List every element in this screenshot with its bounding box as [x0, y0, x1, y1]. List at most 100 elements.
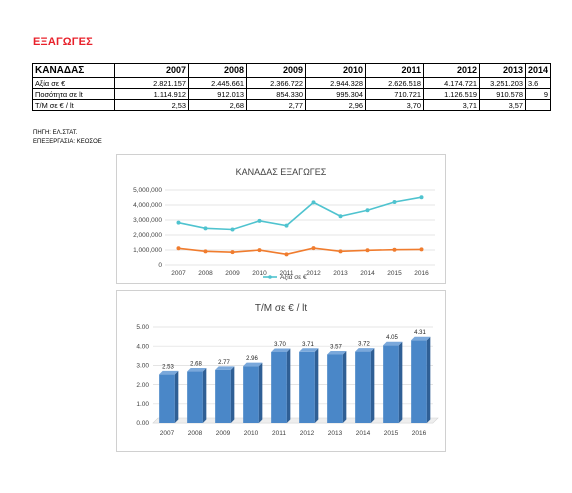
table-cell: 1.114.912 — [114, 88, 189, 100]
table-header-label: ΚΑΝΑΔΑΣ — [32, 63, 115, 78]
x-tick-label: 2012 — [300, 430, 315, 437]
line-chart-title: ΚΑΝΑΔΑΣ ΕΞΑΓΩΓΕΣ — [235, 167, 327, 177]
x-tick-label: 2014 — [356, 430, 371, 437]
bar-side — [230, 366, 235, 423]
series-line — [178, 247, 422, 256]
table-cell: 2,53 — [114, 99, 189, 111]
bar — [271, 351, 287, 423]
bar-side — [342, 350, 347, 423]
x-tick-label: 2011 — [280, 270, 294, 277]
data-point — [392, 200, 397, 204]
y-tick-label: 1,000,000 — [133, 247, 162, 254]
x-tick-label: 2016 — [414, 270, 429, 277]
table-row: Τ/Μ σε € / lt 2,53 2,68 2,77 2,96 3,70 3… — [32, 99, 552, 111]
year-header: 2008 — [188, 63, 247, 78]
x-tick-label: 2015 — [384, 430, 399, 437]
year-header: 2010 — [305, 63, 366, 78]
data-label: 3.70 — [274, 342, 286, 348]
y-tick-label: 3,000,000 — [133, 217, 162, 224]
data-label: 2.77 — [218, 360, 230, 366]
y-tick-label: 0.00 — [136, 420, 149, 427]
bar-top — [355, 348, 375, 352]
table-cell: 2,68 — [188, 99, 247, 111]
x-tick-label: 2013 — [328, 430, 343, 437]
bar-side — [286, 348, 291, 423]
data-point — [365, 208, 370, 213]
data-point — [284, 223, 289, 228]
y-tick-label: 0 — [158, 262, 162, 269]
x-tick-label: 2010 — [252, 270, 267, 277]
table-cell: 2.366.722 — [246, 77, 306, 89]
year-header: 2011 — [365, 63, 424, 78]
data-table: ΚΑΝΑΔΑΣ 2007 2008 2009 2010 2011 2012 20… — [32, 63, 552, 111]
table-row: Ποσότητα σε lt 1.114.912 912.013 854.330… — [32, 88, 552, 100]
table-cell: 9 — [524, 88, 552, 100]
table-cell: 2.821.157 — [114, 77, 189, 89]
bar-top — [383, 341, 403, 346]
table-cell: 2.626.518 — [365, 77, 424, 89]
data-point — [176, 220, 181, 225]
data-point — [338, 249, 343, 254]
x-tick-label: 2016 — [412, 430, 427, 437]
data-point — [338, 214, 343, 219]
data-point — [284, 252, 289, 257]
data-point — [392, 247, 397, 252]
data-point — [257, 218, 262, 223]
table-cell: 3.6 — [524, 77, 552, 89]
row-label: Τ/Μ σε € / lt — [32, 99, 115, 111]
data-label: 3.72 — [358, 342, 370, 348]
data-label: 2.96 — [246, 356, 258, 362]
source-note: ΠΗΓΗ: ΕΛ.ΣΤΑΤ. — [33, 130, 78, 136]
year-header: 2009 — [246, 63, 306, 78]
bar-top — [411, 336, 431, 341]
data-label: 2.53 — [162, 364, 174, 370]
bar — [411, 340, 427, 423]
table-cell: 3,71 — [423, 99, 480, 111]
processing-note: ΕΠΕΞΕΡΓΑΣΙΑ: ΚΕΟΣΟΕ — [33, 139, 102, 145]
bar-side — [202, 368, 207, 423]
table-cell: 3,57 — [479, 99, 526, 111]
table-cell: 2.944.328 — [305, 77, 366, 89]
table-cell: 2,96 — [305, 99, 366, 111]
series-line — [178, 196, 422, 231]
table-cell: 3,70 — [365, 99, 424, 111]
bar-side — [174, 370, 179, 423]
bar-side — [426, 336, 431, 423]
bar — [243, 366, 259, 423]
bar-top — [187, 368, 207, 372]
bar-chart-panel: Τ/Μ σε € / lt 0.00 1.00 2.00 3.00 4.00 5.00 2.… — [116, 290, 446, 452]
bar — [327, 354, 343, 423]
table-cell: 3.251.203 — [479, 77, 526, 89]
y-tick-label: 5,000,000 — [133, 187, 162, 194]
line-chart-panel: ΚΑΝΑΔΑΣ ΕΞΑΓΩΓΕΣ 0 1,000,000 2,000,000 3,00… — [116, 154, 446, 284]
y-tick-label: 5.00 — [136, 324, 149, 331]
data-label: 3.71 — [302, 342, 314, 348]
year-header: 2013 — [479, 63, 526, 78]
data-point — [311, 246, 316, 251]
bar-top — [327, 350, 347, 355]
table-cell: 2,77 — [246, 99, 306, 111]
row-label: Ποσότητα σε lt — [32, 88, 115, 100]
bar-top — [299, 348, 319, 352]
bar — [355, 351, 371, 423]
data-point — [230, 250, 235, 255]
table-cell: 910.578 — [479, 88, 526, 100]
data-point — [311, 200, 316, 205]
data-point — [203, 249, 208, 254]
x-tick-label: 2009 — [216, 430, 231, 437]
data-point — [176, 246, 181, 251]
data-point — [230, 227, 235, 232]
y-tick-label: 2.00 — [136, 382, 149, 389]
data-label: 3.57 — [330, 344, 342, 350]
bar-top — [159, 370, 179, 375]
bar-side — [398, 341, 403, 423]
year-header: 2012 — [423, 63, 480, 78]
data-point — [257, 248, 262, 253]
bar-side — [314, 348, 319, 423]
table-cell: 2.445.661 — [188, 77, 247, 89]
data-label: 4.05 — [386, 335, 398, 341]
bar — [299, 351, 315, 423]
bar-top — [243, 362, 263, 367]
bar-side — [370, 348, 375, 423]
legend-label: Αξία σε € — [280, 273, 307, 281]
